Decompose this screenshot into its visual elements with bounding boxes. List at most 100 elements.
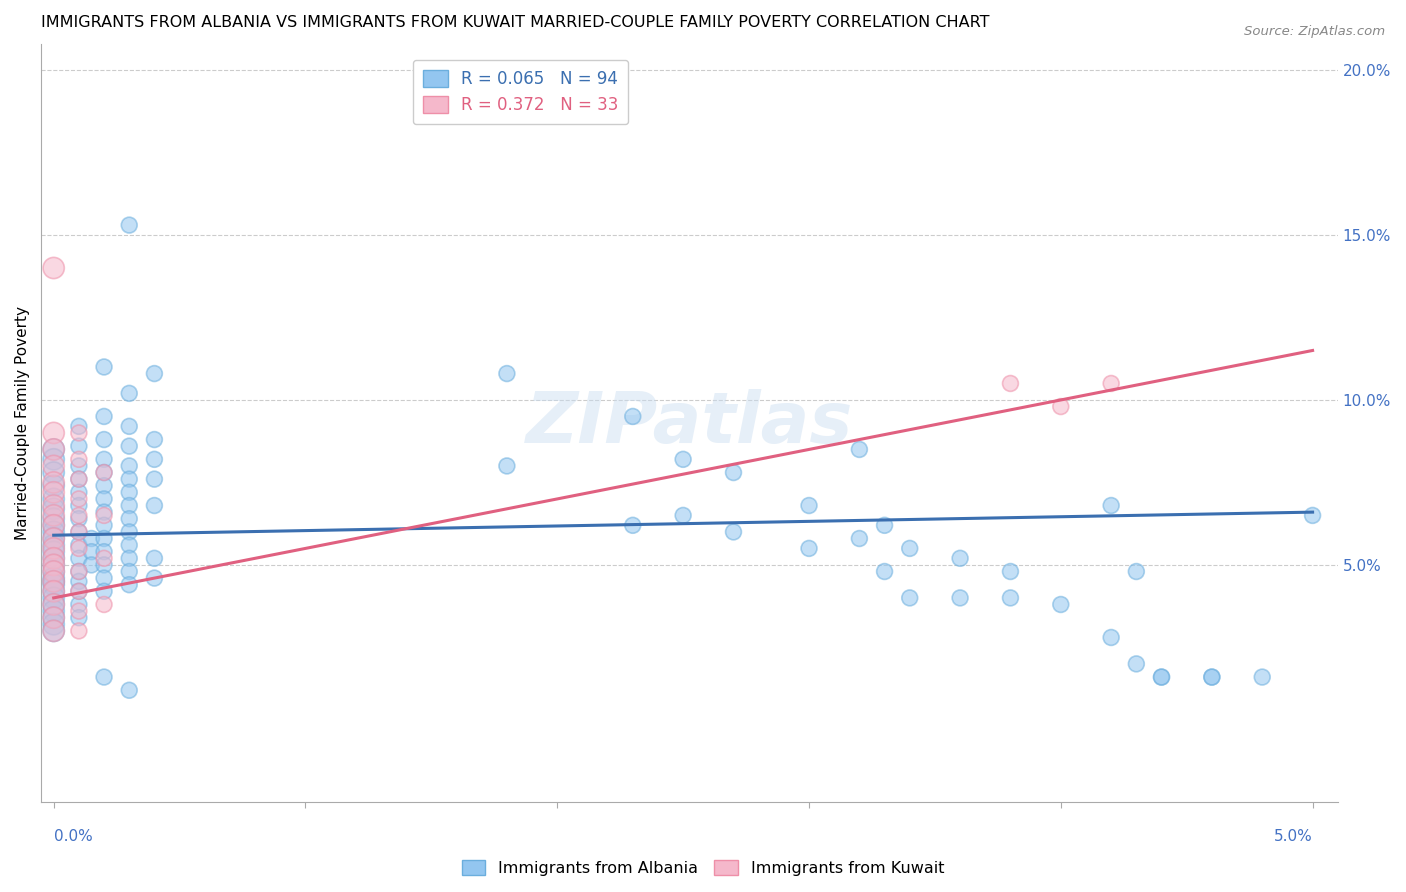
Point [1302, 508, 1324, 523]
Point [496, 458, 519, 473]
Point [42, 491, 65, 506]
Point [42, 458, 65, 473]
Point [621, 409, 644, 424]
Point [42, 617, 65, 632]
Point [949, 591, 972, 605]
Point [93, 466, 115, 480]
Point [42, 518, 65, 533]
Point [42, 584, 65, 599]
Point [67, 472, 90, 486]
Point [1000, 376, 1022, 391]
Point [42, 512, 65, 526]
Point [143, 551, 166, 566]
Point [1125, 657, 1147, 671]
Point [67, 565, 90, 579]
Point [42, 591, 65, 605]
Text: IMMIGRANTS FROM ALBANIA VS IMMIGRANTS FROM KUWAIT MARRIED-COUPLE FAMILY POVERTY : IMMIGRANTS FROM ALBANIA VS IMMIGRANTS FR… [41, 15, 990, 30]
Point [1000, 565, 1022, 579]
Point [118, 512, 141, 526]
Point [949, 551, 972, 566]
Point [42, 442, 65, 457]
Point [42, 584, 65, 599]
Point [42, 466, 65, 480]
Point [143, 472, 166, 486]
Point [42, 551, 65, 566]
Point [1099, 376, 1122, 391]
Text: 5.0%: 5.0% [1274, 829, 1313, 844]
Point [42, 624, 65, 638]
Point [118, 419, 141, 434]
Point [621, 518, 644, 533]
Point [118, 565, 141, 579]
Point [898, 591, 921, 605]
Point [93, 518, 115, 533]
Point [42, 610, 65, 624]
Point [93, 545, 115, 559]
Point [67, 584, 90, 599]
Text: ZIPatlas: ZIPatlas [526, 389, 853, 458]
Point [42, 508, 65, 523]
Point [1201, 670, 1223, 684]
Point [42, 598, 65, 612]
Point [67, 472, 90, 486]
Point [42, 475, 65, 490]
Point [143, 499, 166, 513]
Point [67, 485, 90, 500]
Point [42, 598, 65, 612]
Point [93, 670, 115, 684]
Point [143, 452, 166, 467]
Point [1150, 670, 1173, 684]
Point [67, 524, 90, 539]
Point [42, 260, 65, 275]
Point [797, 499, 820, 513]
Point [848, 442, 870, 457]
Point [723, 466, 745, 480]
Point [1150, 670, 1173, 684]
Point [67, 419, 90, 434]
Point [873, 565, 896, 579]
Point [848, 532, 870, 546]
Point [1000, 591, 1022, 605]
Point [67, 598, 90, 612]
Point [93, 452, 115, 467]
Point [67, 499, 90, 513]
Point [93, 479, 115, 493]
Text: Source: ZipAtlas.com: Source: ZipAtlas.com [1244, 25, 1385, 38]
Point [118, 524, 141, 539]
Point [93, 466, 115, 480]
Point [42, 574, 65, 589]
Point [797, 541, 820, 556]
Point [1251, 670, 1274, 684]
Point [67, 452, 90, 467]
Point [67, 551, 90, 566]
Point [143, 367, 166, 381]
Point [67, 604, 90, 618]
Point [42, 499, 65, 513]
Point [80, 532, 103, 546]
Point [67, 624, 90, 638]
Point [118, 499, 141, 513]
Point [42, 610, 65, 624]
Point [42, 577, 65, 591]
Point [873, 518, 896, 533]
Point [67, 512, 90, 526]
Point [1049, 598, 1071, 612]
Point [496, 367, 519, 381]
Point [42, 442, 65, 457]
Point [42, 565, 65, 579]
Point [118, 439, 141, 453]
Y-axis label: Married-Couple Family Poverty: Married-Couple Family Poverty [15, 306, 30, 540]
Point [42, 538, 65, 552]
Point [42, 518, 65, 533]
Point [118, 485, 141, 500]
Point [93, 491, 115, 506]
Point [93, 505, 115, 519]
Point [42, 545, 65, 559]
Point [42, 452, 65, 467]
Point [118, 218, 141, 232]
Point [42, 558, 65, 572]
Point [42, 558, 65, 572]
Point [723, 524, 745, 539]
Point [42, 425, 65, 440]
Point [67, 610, 90, 624]
